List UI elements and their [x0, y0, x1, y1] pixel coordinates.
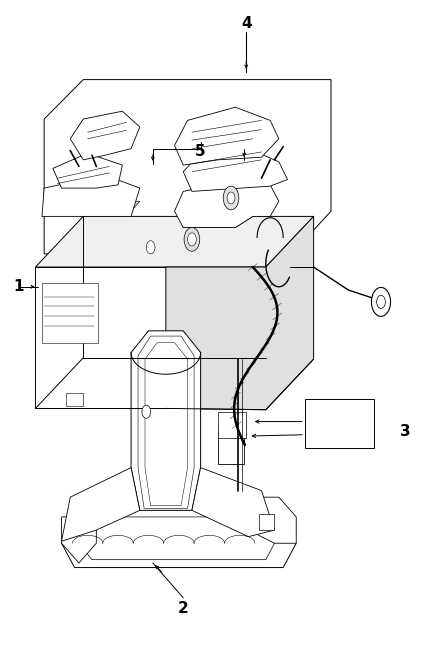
- Text: 1: 1: [13, 279, 24, 295]
- Polygon shape: [145, 343, 187, 505]
- Polygon shape: [44, 80, 331, 254]
- Circle shape: [142, 405, 150, 418]
- Polygon shape: [183, 216, 253, 227]
- Text: 2: 2: [178, 601, 189, 616]
- Circle shape: [223, 186, 239, 210]
- Bar: [42, 283, 99, 343]
- Polygon shape: [35, 216, 313, 267]
- Polygon shape: [61, 468, 140, 541]
- Polygon shape: [83, 201, 140, 216]
- Bar: [305, 399, 375, 448]
- Polygon shape: [42, 175, 140, 216]
- Bar: [66, 393, 83, 407]
- Polygon shape: [70, 111, 140, 160]
- Polygon shape: [249, 497, 296, 543]
- Polygon shape: [183, 147, 287, 191]
- Text: 4: 4: [241, 16, 252, 31]
- Polygon shape: [131, 331, 201, 510]
- Polygon shape: [53, 154, 123, 188]
- Polygon shape: [79, 517, 275, 559]
- Polygon shape: [218, 432, 244, 465]
- Polygon shape: [174, 178, 279, 227]
- Polygon shape: [174, 107, 279, 165]
- Circle shape: [227, 192, 235, 204]
- Bar: [259, 513, 275, 530]
- Circle shape: [184, 227, 200, 251]
- Circle shape: [377, 295, 385, 308]
- Circle shape: [146, 241, 155, 254]
- Circle shape: [187, 233, 196, 246]
- Text: 5: 5: [195, 144, 206, 159]
- Polygon shape: [61, 507, 296, 567]
- Polygon shape: [138, 336, 194, 508]
- Polygon shape: [218, 412, 246, 438]
- Circle shape: [371, 287, 391, 316]
- Polygon shape: [35, 267, 166, 409]
- Text: 3: 3: [399, 424, 410, 439]
- Polygon shape: [192, 468, 275, 536]
- Polygon shape: [166, 216, 313, 410]
- Polygon shape: [61, 517, 96, 563]
